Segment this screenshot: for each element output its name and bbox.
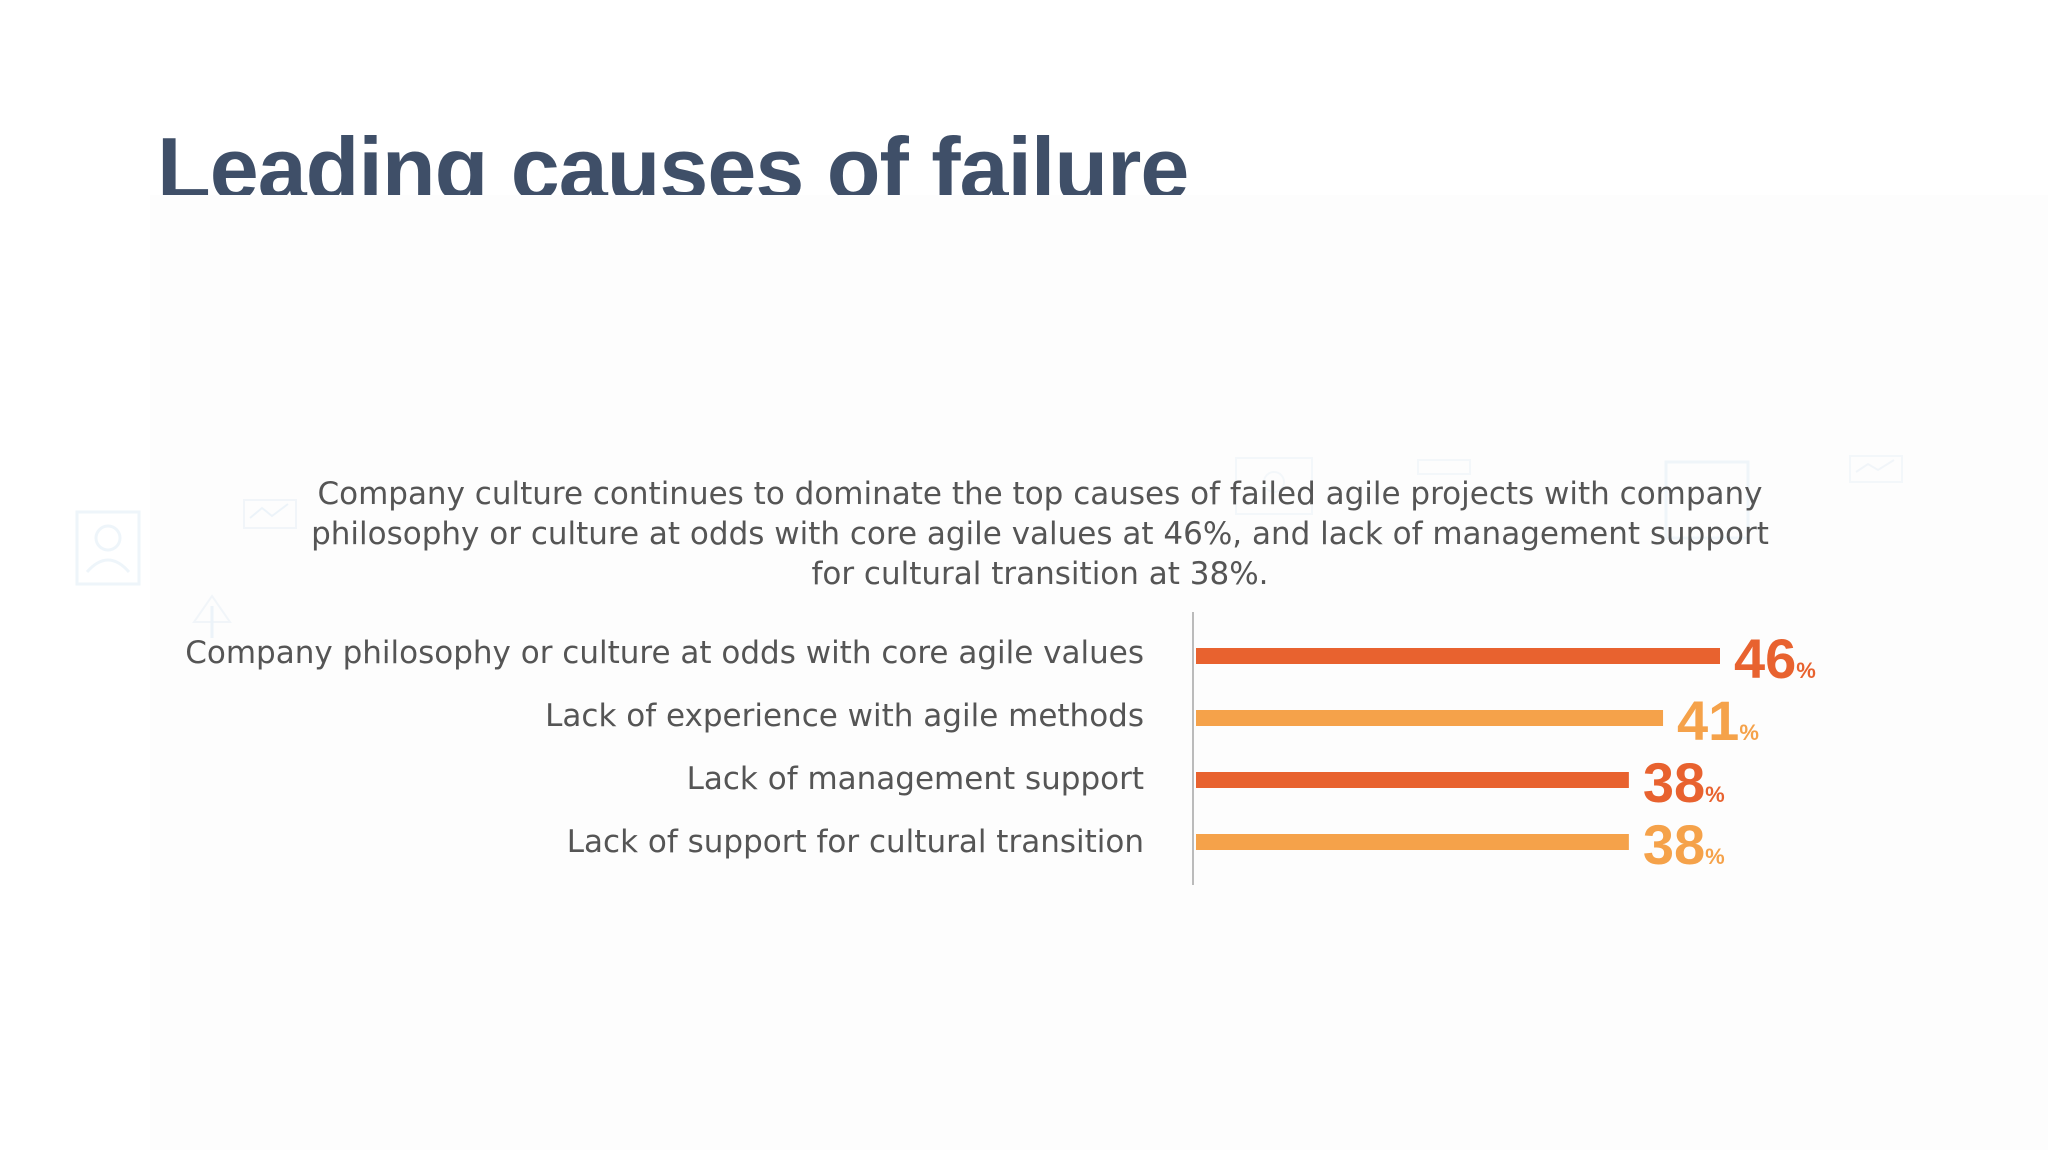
bar-value-number: 38 [1642,813,1706,876]
bar-value-label: 41% [1677,688,1759,753]
bar-category-label: Lack of experience with agile methods [545,698,1144,734]
decorative-person-icon [1235,457,1313,515]
bar-value-number: 38 [1642,751,1706,814]
bar-category-label: Company philosophy or culture at odds wi… [185,635,1144,671]
bar-value-label: 38% [1643,750,1725,815]
bar-value-unit: % [1739,720,1759,745]
decorative-chart-icon [1417,459,1471,475]
bar-category-label: Lack of management support [686,761,1144,797]
decorative-person-icon [75,510,141,586]
decorative-screen-icon [1664,460,1750,540]
bar-category-label: Lack of support for cultural transition [566,824,1144,860]
bar-value-unit: % [1705,782,1725,807]
bar-value-number: 46 [1734,627,1797,690]
bar-value-label: 46% [1734,626,1816,691]
decorative-chart-icon [243,499,297,529]
bar-value-unit: % [1705,844,1725,869]
decorative-chart-icon [1849,455,1903,483]
bar-value-number: 41 [1677,689,1740,752]
decorative-arrow-icon [192,594,232,638]
bar-value-unit: % [1796,658,1816,683]
chart-panel [150,195,2048,1150]
chart-subtitle: Company culture continues to dominate th… [311,476,1769,592]
bar-value-label: 38% [1643,812,1725,877]
